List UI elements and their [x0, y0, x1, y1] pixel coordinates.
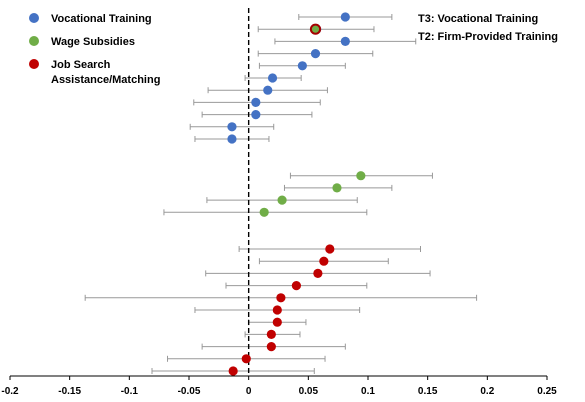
annotation-t2: T2: Firm-Provided Training: [418, 31, 558, 43]
legend-label: Wage Subsidies: [51, 36, 135, 48]
estimate-point: [272, 305, 282, 315]
estimate-point: [276, 293, 286, 303]
x-tick-label: 0.15: [418, 386, 438, 397]
estimate-point: [319, 256, 329, 266]
legend: Vocational Training Wage Subsidies Job Sea…: [29, 13, 160, 86]
estimate-point: [266, 342, 276, 352]
estimate-point: [310, 49, 321, 59]
estimate-point: [272, 317, 282, 327]
legend-label: Job Search: [51, 59, 111, 71]
x-tick-label: -0.1: [121, 386, 139, 397]
estimate-point: [259, 207, 269, 217]
annotation-t3: T3: Vocational Training: [418, 13, 538, 25]
estimate-point: [332, 183, 342, 193]
x-tick-label: -0.2: [1, 386, 19, 397]
legend-marker: [29, 36, 39, 46]
estimate-point: [325, 244, 335, 254]
estimate-point: [277, 195, 287, 205]
legend-label: Vocational Training: [51, 13, 152, 25]
legend-marker: [29, 13, 39, 23]
estimate-point: [227, 134, 237, 144]
x-axis-ticks: -0.2 -0.15 -0.1 -0.05 0 0.05 0.1 0.15 0.2 0.25: [1, 376, 557, 397]
estimate-point: [297, 61, 307, 71]
highlighted-estimate-point: [309, 23, 322, 35]
x-tick-label: -0.05: [178, 386, 201, 397]
estimate-point: [251, 110, 261, 120]
x-tick-label: 0: [246, 386, 252, 397]
legend-label: Assistance/Matching: [51, 74, 160, 86]
estimate-point: [340, 36, 350, 47]
x-tick-label: -0.15: [58, 386, 81, 397]
estimate-point: [251, 97, 261, 107]
estimate-points: [227, 12, 366, 376]
estimate-point: [227, 122, 237, 132]
estimate-point: [291, 281, 301, 291]
x-tick-label: 0.25: [537, 386, 557, 397]
x-tick-label: 0.2: [480, 386, 494, 397]
x-tick-label: 0.05: [299, 386, 319, 397]
estimate-point: [267, 73, 278, 83]
legend-marker: [29, 59, 39, 69]
estimate-point: [356, 171, 366, 181]
annotations: T3: Vocational Training T2: Firm-Provided…: [418, 13, 558, 43]
estimate-point: [313, 268, 323, 278]
x-tick-label: 0.1: [361, 386, 375, 397]
estimate-point: [241, 354, 251, 364]
estimate-point: [263, 85, 273, 95]
estimate-point: [340, 12, 350, 22]
estimate-point: [228, 366, 238, 376]
estimate-point: [266, 329, 276, 339]
